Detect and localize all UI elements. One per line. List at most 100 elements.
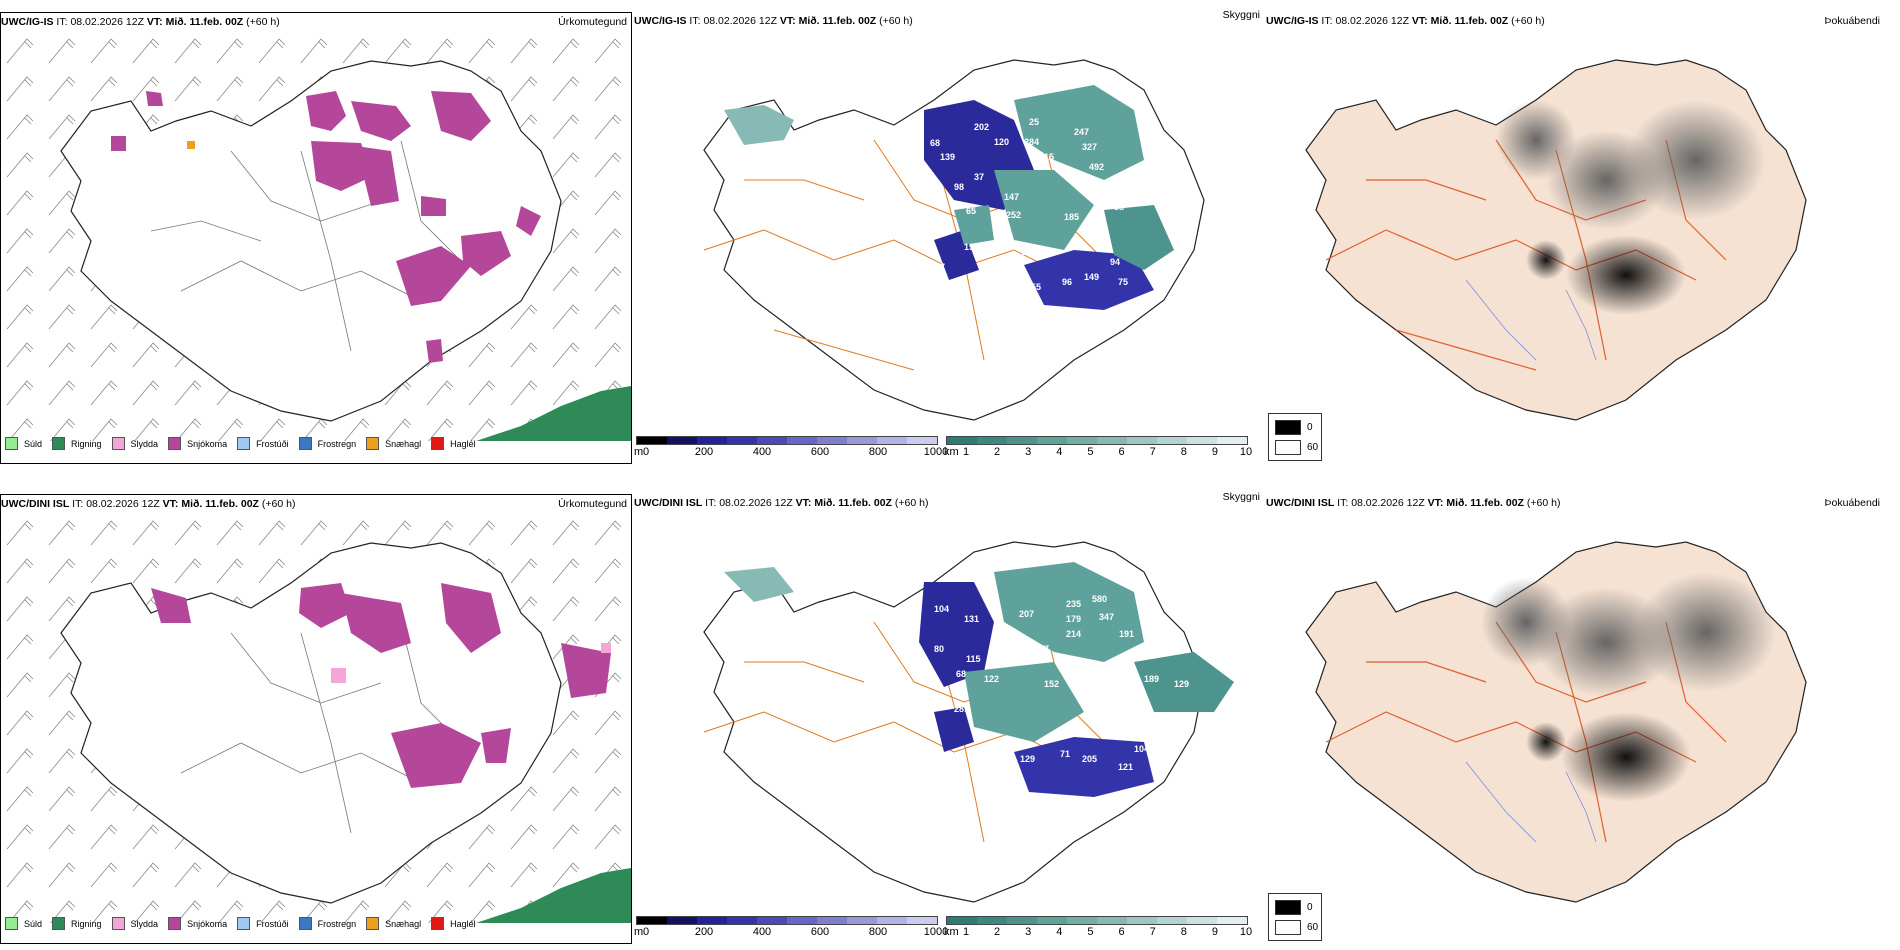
lead-time: (+60 h) — [246, 16, 280, 28]
colorbar-segment — [637, 437, 667, 444]
precip-map — [1, 31, 631, 441]
colorbar-tick: 5 — [1087, 926, 1094, 938]
precip-map — [1, 513, 631, 923]
svg-text:202: 202 — [974, 122, 989, 132]
precip-panel-row2: UWC/DINI ISL IT: 08.02.2026 12Z VT: Mið.… — [0, 494, 632, 944]
snow-areas — [111, 91, 541, 363]
panel-header: UWC/DINI ISL IT: 08.02.2026 12Z VT: Mið.… — [1266, 497, 1880, 509]
colorbar-tick: 1 — [962, 926, 970, 938]
roads — [150, 140, 462, 352]
colorbar-segment — [947, 917, 977, 924]
svg-text:80: 80 — [934, 644, 944, 654]
init-time: 08.02.2026 12Z — [70, 16, 144, 28]
field-title: Úrkomutegund — [558, 16, 627, 28]
colorbar-segment — [1097, 437, 1127, 444]
svg-text:155: 155 — [1026, 282, 1041, 292]
colorbar-segment — [727, 437, 757, 444]
colorbar-segment — [1127, 917, 1157, 924]
colorbar-tick: 6 — [1118, 446, 1125, 458]
svg-text:33: 33 — [744, 152, 754, 162]
cloud-map: 202 68 139 120 25 284 247 215 327 492 98… — [703, 59, 1205, 421]
colorbar-tick: 7 — [1149, 446, 1156, 458]
fog-panel-row2: UWC/DINI ISL IT: 08.02.2026 12Z VT: Mið.… — [1266, 494, 1900, 944]
colorbar-tick: 5 — [1087, 446, 1094, 458]
colorbar-segment — [787, 437, 817, 444]
svg-text:179: 179 — [994, 649, 1009, 659]
colorbar-segment — [907, 917, 937, 924]
colorbar-segment — [847, 917, 877, 924]
colorbar-tick: 10 — [1239, 446, 1253, 458]
colorbar-segment — [667, 437, 697, 444]
colorbar-tick: 1 — [962, 446, 970, 458]
svg-text:96: 96 — [1062, 277, 1072, 287]
colorbar-segment — [947, 437, 977, 444]
svg-text:198: 198 — [964, 242, 979, 252]
colorbar-tick: 0 — [642, 446, 650, 458]
svg-text:580: 580 — [1092, 594, 1107, 604]
svg-text:122: 122 — [984, 674, 999, 684]
colorbar-tick: 400 — [752, 446, 772, 458]
colorbar-tick: 200 — [694, 446, 714, 458]
colorbar-segment — [1007, 917, 1037, 924]
colorbar-tick: 3 — [1025, 446, 1032, 458]
colorbar-segment — [907, 437, 937, 444]
cloud-panel-row2: UWC/DINI ISL IT: 08.02.2026 12Z VT: Mið.… — [634, 491, 1264, 944]
colorbar-segment — [817, 437, 847, 444]
colorbar-tick: 7 — [1149, 926, 1156, 938]
panel-header: UWC/IG-IS IT: 08.02.2026 12Z VT: Mið. 11… — [1266, 12, 1900, 30]
svg-text:75: 75 — [1118, 277, 1128, 287]
colorbar-segment — [787, 917, 817, 924]
svg-text:284: 284 — [1024, 137, 1039, 147]
fog-map — [1305, 541, 1807, 903]
legend-item: Frostúði — [237, 437, 289, 450]
svg-text:129: 129 — [1020, 754, 1035, 764]
colorbar-tick: 600 — [810, 446, 830, 458]
svg-text:189: 189 — [1144, 674, 1159, 684]
colorbar-segment — [697, 437, 727, 444]
colorbar-segment — [757, 437, 787, 444]
panel-header: UWC/DINI ISL IT: 08.02.2026 12Z VT: Mið.… — [634, 491, 1260, 509]
colorbar-segment — [1217, 437, 1247, 444]
colorbar-tick: 9 — [1211, 446, 1218, 458]
colorbar-tick: 400 — [752, 926, 772, 938]
colorbar-segment — [1127, 437, 1157, 444]
svg-text:179: 179 — [1066, 614, 1081, 624]
svg-text:115: 115 — [966, 654, 981, 664]
model-name: UWC/IG-IS — [1, 16, 54, 28]
svg-text:5: 5 — [1059, 337, 1064, 347]
colorbar-tick: 600 — [810, 926, 830, 938]
svg-text:131: 131 — [964, 614, 979, 624]
svg-text:281: 281 — [954, 704, 969, 714]
svg-text:191: 191 — [1119, 629, 1134, 639]
rain-area — [476, 386, 631, 441]
svg-text:235: 235 — [1066, 599, 1081, 609]
svg-text:65: 65 — [966, 206, 976, 216]
svg-text:252: 252 — [1006, 210, 1021, 220]
rivers — [1465, 279, 1597, 361]
colorbar-km: km 1 2 3 4 5 6 7 8 9 10 — [944, 916, 1254, 944]
colorbar-segment — [1157, 437, 1187, 444]
legend-item: Slydda — [111, 437, 158, 450]
colorbar-tick: 1000 — [923, 926, 949, 938]
colorbar-m: m 0 200 400 600 800 1000 — [634, 916, 948, 944]
colorbar-tick: 800 — [868, 446, 888, 458]
svg-text:120: 120 — [994, 137, 1009, 147]
colorbar-tick: 4 — [1056, 446, 1063, 458]
svg-text:139: 139 — [940, 152, 955, 162]
colorbar-m: m 0 200 400 600 800 1000 — [634, 436, 948, 464]
legend-item: Súld — [5, 437, 42, 450]
colorbar-tick: 3 — [1025, 926, 1032, 938]
colorbar-segment — [1157, 917, 1187, 924]
legend-item: Snæhagl — [366, 437, 421, 450]
colorbar-tick: 800 — [868, 926, 888, 938]
svg-text:347: 347 — [1099, 612, 1114, 622]
colorbar-tick: 8 — [1180, 926, 1187, 938]
svg-text:94: 94 — [1110, 257, 1120, 267]
svg-text:104: 104 — [1134, 744, 1149, 754]
colorbar-segment — [667, 917, 697, 924]
colorbar-segment — [877, 437, 907, 444]
colorbar-segment — [817, 917, 847, 924]
svg-text:23: 23 — [1022, 247, 1032, 257]
colorbar-tick: 200 — [694, 926, 714, 938]
colorbar-segment — [1187, 437, 1217, 444]
